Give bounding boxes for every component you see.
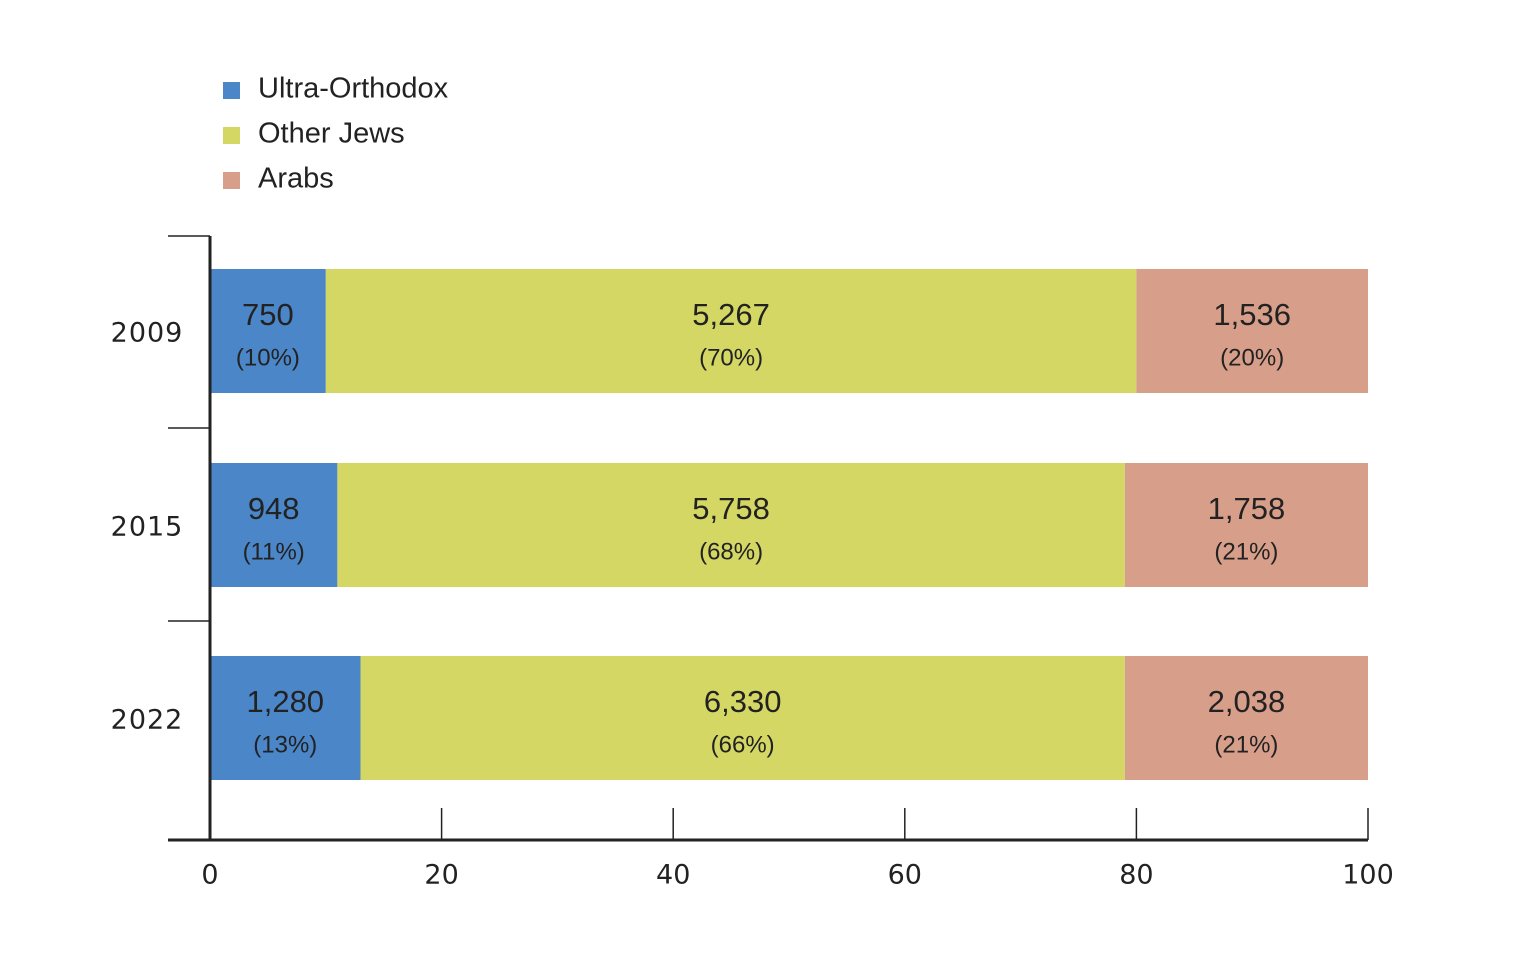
bar-segment-other-jews-2022 bbox=[360, 656, 1125, 780]
data-label-share: (21%) bbox=[1214, 538, 1278, 565]
data-label-count: 2,038 bbox=[1208, 684, 1286, 719]
data-label-count: 6,330 bbox=[704, 684, 782, 719]
data-label-count: 1,280 bbox=[246, 684, 324, 719]
y-tick-label-2009: 2009 bbox=[111, 318, 184, 349]
y-tick-label-2022: 2022 bbox=[111, 705, 184, 736]
bar-segment-other-jews-2009 bbox=[325, 269, 1137, 393]
x-tick-label-40: 40 bbox=[656, 860, 690, 891]
data-label-share: (70%) bbox=[699, 344, 763, 371]
bar-segment-ultra-orthodox-2015 bbox=[210, 463, 338, 587]
x-tick-label-60: 60 bbox=[888, 860, 922, 891]
x-tick-label-20: 20 bbox=[424, 860, 458, 891]
data-label-share: (20%) bbox=[1220, 344, 1284, 371]
bars: 750 (10%) 5,267 (70%) 1,536 (20%) 948 (11%) 5,75… bbox=[210, 269, 1368, 780]
data-label-share: (21%) bbox=[1214, 731, 1278, 758]
data-label-share: (13%) bbox=[253, 731, 317, 758]
bar-segment-arabs-2022 bbox=[1124, 656, 1368, 780]
legend-label-arabs: Arabs bbox=[258, 163, 334, 195]
data-label-share: (11%) bbox=[243, 538, 305, 565]
x-tick-label-80: 80 bbox=[1119, 860, 1153, 891]
data-label-count: 5,267 bbox=[692, 297, 770, 332]
data-label-share: (10%) bbox=[236, 344, 300, 371]
x-tick-label-100: 100 bbox=[1342, 860, 1394, 891]
axes: 2009 2015 2022 0 20 40 60 80 100 bbox=[111, 235, 1394, 891]
legend-swatch-other-jews bbox=[223, 127, 240, 144]
y-tick-label-2015: 2015 bbox=[111, 512, 184, 543]
legend-label-ultra-orthodox: Ultra-Orthodox bbox=[258, 73, 449, 105]
data-label-count: 948 bbox=[248, 491, 300, 526]
bar-segment-other-jews-2015 bbox=[337, 463, 1125, 587]
data-label-count: 750 bbox=[242, 297, 294, 332]
legend-label-other-jews: Other Jews bbox=[258, 118, 405, 150]
bar-segment-ultra-orthodox-2022 bbox=[210, 656, 361, 780]
bar-segment-arabs-2015 bbox=[1124, 463, 1368, 587]
data-label-count: 1,758 bbox=[1208, 491, 1286, 526]
data-label-share: (66%) bbox=[711, 731, 775, 758]
data-label-count: 1,536 bbox=[1213, 297, 1291, 332]
legend: Ultra-Orthodox Other Jews Arabs bbox=[223, 73, 449, 195]
bar-segment-ultra-orthodox-2009 bbox=[210, 269, 326, 393]
x-tick-label-0: 0 bbox=[201, 860, 218, 891]
bar-segment-arabs-2009 bbox=[1136, 269, 1368, 393]
legend-swatch-ultra-orthodox bbox=[223, 82, 240, 99]
data-label-share: (68%) bbox=[699, 538, 763, 565]
data-label-count: 5,758 bbox=[692, 491, 770, 526]
legend-swatch-arabs bbox=[223, 172, 240, 189]
